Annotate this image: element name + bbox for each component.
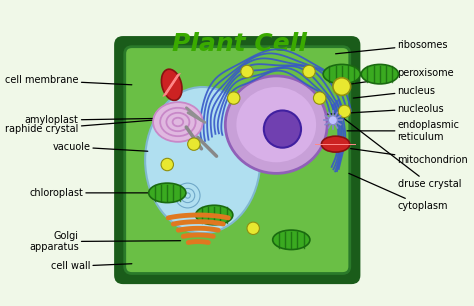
Text: cell membrane: cell membrane — [5, 75, 132, 85]
Text: raphide crystal: raphide crystal — [5, 118, 185, 134]
Circle shape — [188, 138, 200, 150]
Text: nucleolus: nucleolus — [300, 104, 444, 116]
Circle shape — [247, 222, 259, 234]
Text: nucleus: nucleus — [353, 86, 436, 98]
Text: chloroplast: chloroplast — [29, 188, 148, 198]
Ellipse shape — [196, 205, 233, 225]
Text: amyloplast: amyloplast — [25, 115, 156, 125]
Text: Golgi
apparatus: Golgi apparatus — [29, 231, 181, 252]
Ellipse shape — [264, 110, 301, 148]
Text: vacuole: vacuole — [52, 142, 148, 152]
Circle shape — [241, 65, 253, 78]
Text: Plant Cell: Plant Cell — [173, 32, 308, 56]
Circle shape — [313, 92, 326, 104]
Ellipse shape — [145, 87, 260, 233]
Ellipse shape — [361, 65, 399, 84]
Text: mitochondrion: mitochondrion — [351, 149, 468, 165]
FancyBboxPatch shape — [125, 47, 350, 274]
Circle shape — [328, 116, 337, 125]
Circle shape — [333, 78, 351, 95]
Text: cytoplasm: cytoplasm — [349, 174, 448, 211]
Circle shape — [303, 65, 315, 78]
Ellipse shape — [273, 230, 310, 250]
Text: cell wall: cell wall — [51, 261, 132, 271]
FancyBboxPatch shape — [114, 36, 360, 284]
Ellipse shape — [149, 183, 186, 203]
Text: peroxisome: peroxisome — [352, 68, 454, 84]
Ellipse shape — [237, 87, 316, 162]
Ellipse shape — [321, 136, 350, 152]
Text: endoplasmic
reticulum: endoplasmic reticulum — [347, 120, 460, 142]
Ellipse shape — [162, 69, 182, 100]
Ellipse shape — [323, 65, 360, 84]
Circle shape — [228, 92, 240, 104]
Text: druse crystal: druse crystal — [343, 118, 461, 189]
Circle shape — [161, 158, 173, 171]
Ellipse shape — [225, 76, 327, 174]
Circle shape — [338, 105, 351, 118]
Ellipse shape — [153, 102, 203, 142]
Text: ribosomes: ribosomes — [336, 40, 448, 54]
